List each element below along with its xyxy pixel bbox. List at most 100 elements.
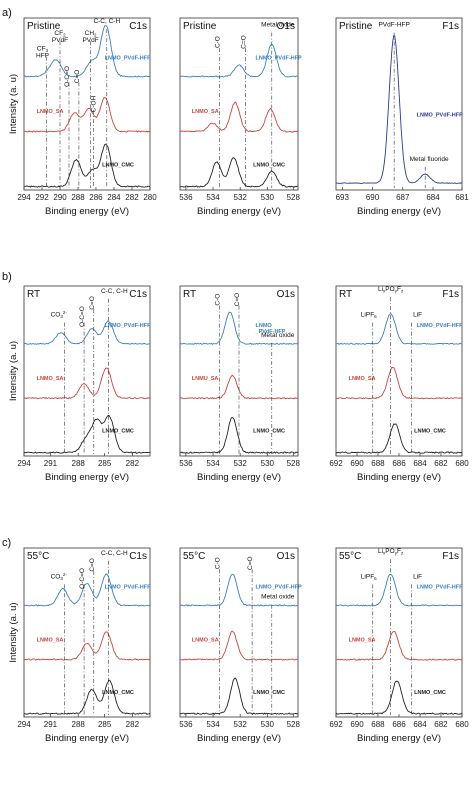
series-label: LNMO_PVdF-HFP [105,55,151,61]
panel-c-c1s: 55°C C1s 294 291 288 285 282 Binding energy (eV… [8,547,151,744]
x-tick-label: 294 [17,459,31,468]
x-tick-label: 686 [392,459,406,468]
peak-annotation: CF3 [37,46,49,54]
peak-annotation: C=O [74,70,81,84]
x-tick-label: 536 [179,720,193,729]
x-tick-label: 690 [350,459,364,468]
x-tick-label: 285 [98,459,112,468]
x-tick-label: 688 [371,459,385,468]
panel-frame [179,285,299,457]
y-axis-title: Intensity (a. u) [8,74,19,134]
panel-b-c1s: RT C1s 294 291 288 285 282 Binding energy (eV) I… [8,285,151,483]
series-label: LNMO_PVdF-HFP [417,585,463,591]
series-label: LNMO_SA [192,109,219,115]
panel-state-label: Pristine [27,21,61,32]
x-tick-label: 688 [371,720,385,729]
x-tick-label: 684 [413,459,427,468]
x-tick-label: 680 [455,459,469,468]
peak-annotation: O-C=O [64,66,71,87]
peak-annotation: O-C=O [79,568,86,589]
panel-a-f1s: Pristine F1s 693 690 687 684 681 Binding energy… [335,17,469,217]
x-tick-label: 294 [17,720,31,729]
x-tick-label: 682 [434,720,448,729]
peak-annotation: C=O [89,558,96,572]
x-tick-label: 282 [126,720,140,729]
spectrum-line [23,573,151,607]
x-tick-label: 285 [98,720,112,729]
peak-annotation: LixPOyFz [378,548,404,556]
peak-annotation: C=O [234,293,241,307]
peak-annotation: LiF [413,573,422,580]
peak-annotation-line2: HFP [36,53,49,60]
x-tick-label: 294 [17,193,31,202]
series-label: LNMO_SA [349,376,376,382]
panel-region-label: O1s [277,551,295,562]
series-label: LNMO_PVdF-HFP [417,323,463,329]
x-tick-label: 692 [329,459,343,468]
x-tick-label: 692 [329,720,343,729]
peak-annotation-line2: PVdF [52,37,68,44]
panel-frame [179,17,299,191]
peak-annotation: C-OH [90,95,97,112]
x-axis-title: Binding energy (eV) [45,206,129,217]
x-tick-label: 534 [206,720,220,729]
peak-annotation: O-C=O [79,306,86,327]
peak-annotation: Metal oxide [261,332,295,339]
panel-state-label: 55°C [339,551,361,562]
panel-a-o1s: Pristine O1s 536 534 532 530 528 Binding energy… [179,17,302,217]
panel-region-label: O1s [277,289,295,300]
panel-state-label: RT [183,289,196,300]
x-tick-label: 534 [206,193,220,202]
peak-annotation: C-C, C-H [101,288,128,295]
x-tick-label: 693 [336,193,350,202]
x-tick-label: 680 [455,720,469,729]
series-label: LNMO_CMC [414,429,446,435]
x-tick-label: 292 [35,193,49,202]
series-label: LNMO_CMC [253,690,285,696]
peak-annotation: C=O [89,296,96,310]
panel-region-label: C1s [129,289,147,300]
spectrum-line [335,423,463,454]
panel-a-c1s: Pristine C1s 294 292 290 288 286 284 282 280 Bindi… [8,17,157,217]
x-axis-title: Binding energy (eV) [357,206,441,217]
x-tick-label: 532 [234,193,248,202]
series-label-line2: _PVdF-HFP [255,329,286,335]
panel-frame [23,547,151,718]
panel-frame [179,547,299,718]
x-tick-label: 282 [126,459,140,468]
peak-annotation: LiPF6 [361,573,377,581]
x-axis-title: Binding energy (eV) [197,206,281,217]
spectrum-line [335,680,463,715]
x-tick-label: 291 [44,459,58,468]
spectrum-line [23,679,151,715]
spectrum-line [179,157,299,188]
series-label: LNMO_PVdF-HFP [417,113,463,119]
panel-state-label: Pristine [339,21,373,32]
x-tick-label: 684 [413,720,427,729]
panel-region-label: O1s [277,21,295,32]
panel-row-letter: c) [2,537,11,549]
x-tick-label: 288 [72,459,86,468]
y-axis-title: Intensity (a. u) [8,341,19,401]
spectrum-line [335,573,463,607]
series-label: LNMO_CMC [414,690,446,696]
x-tick-label: 280 [143,193,157,202]
x-tick-label: 530 [261,720,275,729]
y-axis-title: Intensity (a. u) [8,602,19,662]
series-label: LNMO_CMC [253,429,285,435]
x-axis-title: Binding energy (eV) [357,472,441,483]
x-tick-label: 536 [179,193,193,202]
series-label: LNMO_CMC [102,162,134,168]
spectrum-line [23,97,151,133]
spectrum-line [180,416,298,454]
series-label: LNMO_PVdF-HFP [256,55,302,61]
panel-state-label: RT [27,289,40,300]
peak-annotation: C=O [247,556,254,570]
panel-row-letter: a) [2,7,12,19]
peak-annotation: Metal oxide [261,594,295,601]
x-axis-title: Binding energy (eV) [197,472,281,483]
series-label: LNMO_PVdF-HFP [105,585,151,591]
panel-c-o1s: 55°C O1s 536 534 532 530 528 Binding energy (eV… [179,547,302,744]
series-label: LNMO_PVdF-HFP [105,323,151,329]
peak-annotation: Metal oxide [261,22,295,29]
